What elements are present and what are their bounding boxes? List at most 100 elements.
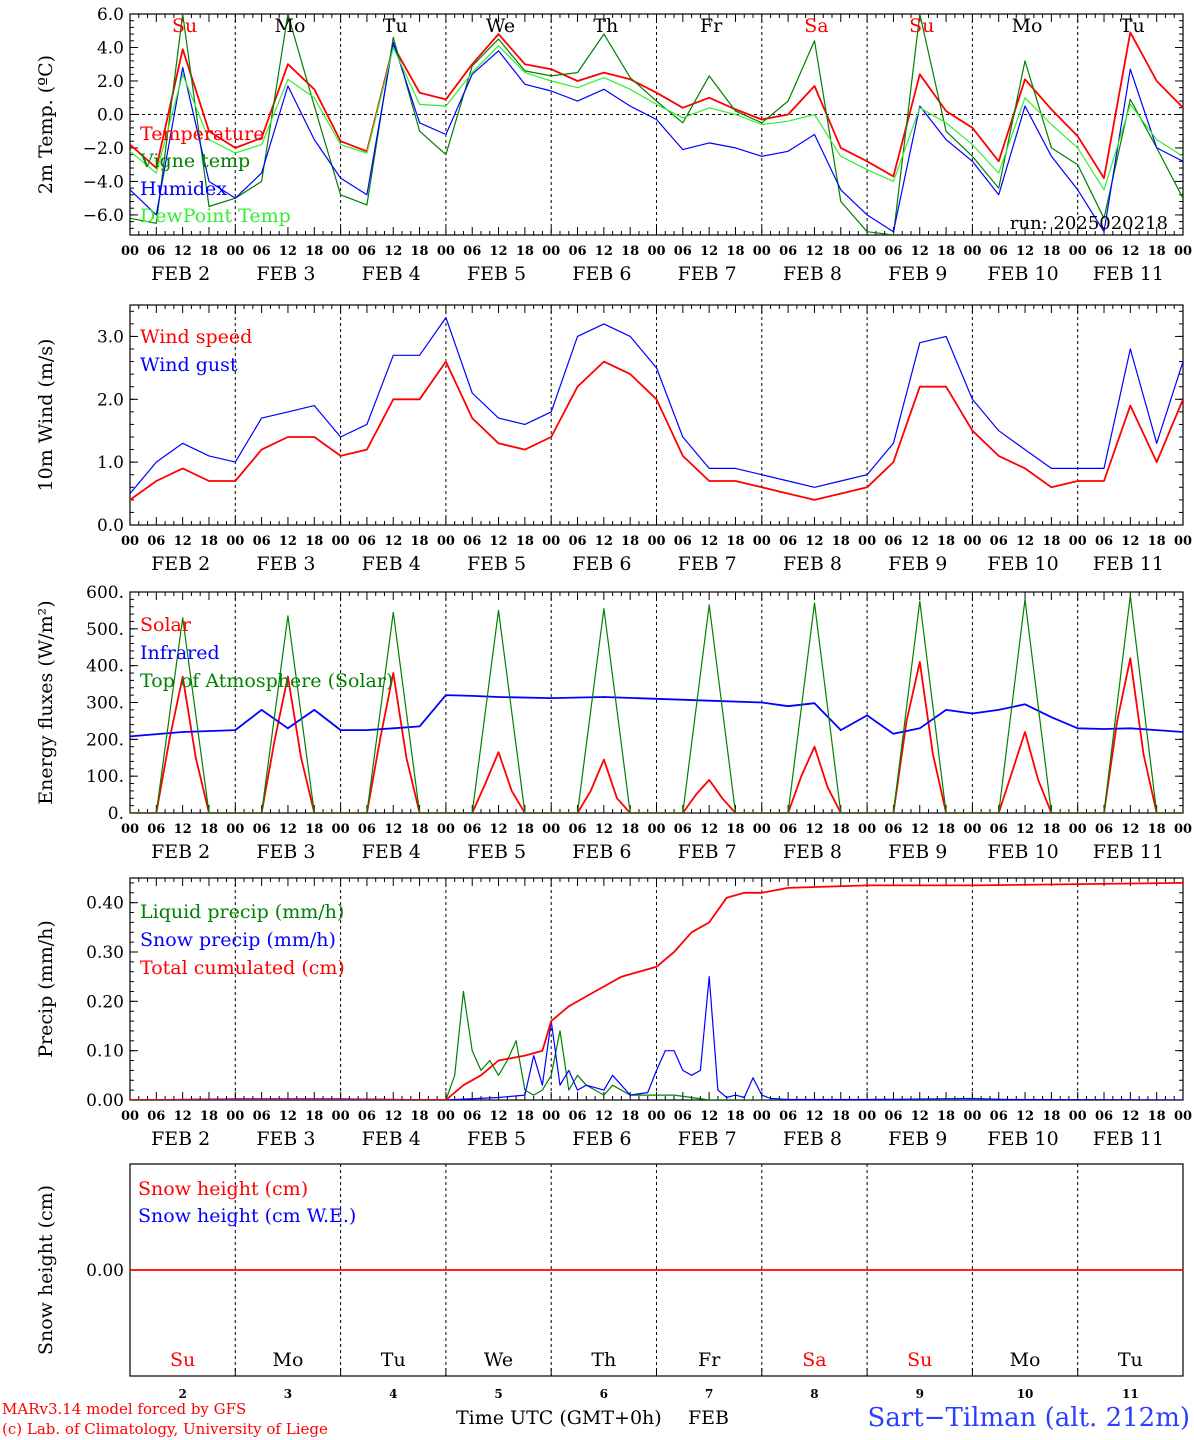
hour-tick-label: 12 <box>384 534 402 549</box>
date-label: FEB 4 <box>362 263 421 285</box>
hour-tick-label: 12 <box>700 822 718 837</box>
series-line-liquid-precip-mm-h- <box>130 990 1183 1100</box>
y-tick-label: 300. <box>86 694 124 714</box>
legend-entry: Liquid precip (mm/h) <box>140 901 344 923</box>
hour-tick-label: 18 <box>1042 534 1060 549</box>
series-line-total-cumulated-cm- <box>130 882 1183 1100</box>
date-label: FEB 3 <box>256 553 315 575</box>
hour-tick-label: 00 <box>753 1109 771 1124</box>
hour-tick-label: 12 <box>490 244 508 259</box>
hour-tick-label: 06 <box>990 534 1008 549</box>
day-number: 4 <box>389 1387 397 1401</box>
hour-tick-label: 06 <box>1095 1109 1113 1124</box>
hour-tick-label: 18 <box>1042 822 1060 837</box>
date-label: FEB 8 <box>783 1128 842 1150</box>
weekday-label: Su <box>172 15 197 37</box>
hour-tick-label: 18 <box>832 1109 850 1124</box>
day-number: 11 <box>1122 1387 1139 1401</box>
hour-tick-label: 12 <box>174 1109 192 1124</box>
hour-tick-label: 18 <box>937 822 955 837</box>
hour-tick-label: 18 <box>305 244 323 259</box>
y-axis-label: Precip (mm/h) <box>35 920 57 1058</box>
hour-tick-label: 18 <box>411 244 429 259</box>
y-tick-label: 100. <box>86 767 124 787</box>
hour-tick-label: 12 <box>595 822 613 837</box>
date-label: FEB 5 <box>467 553 526 575</box>
weekday-label: Su <box>170 1349 195 1371</box>
y-axis-label: Energy fluxes (W/m²) <box>35 600 57 804</box>
panel-wind <box>129 304 1184 526</box>
weekday-label: Tu <box>381 1349 406 1371</box>
hour-tick-label: 12 <box>911 244 929 259</box>
hour-tick-label: 00 <box>963 534 981 549</box>
date-label: FEB 3 <box>256 263 315 285</box>
date-label: FEB 8 <box>783 263 842 285</box>
weekday-label: Mo <box>272 1349 303 1371</box>
hour-tick-label: 12 <box>805 1109 823 1124</box>
date-label: FEB 4 <box>362 841 421 863</box>
series-line-snow-precip-mm-h- <box>130 976 1183 1100</box>
hour-tick-label: 12 <box>384 822 402 837</box>
date-label: FEB 3 <box>256 1128 315 1150</box>
hour-tick-label: 18 <box>200 1109 218 1124</box>
hour-tick-label: 18 <box>411 1109 429 1124</box>
hour-tick-label: 00 <box>437 1109 455 1124</box>
hour-tick-label: 18 <box>726 534 744 549</box>
hour-tick-label: 18 <box>200 822 218 837</box>
weekday-label: We <box>486 15 515 37</box>
hour-tick-label: 18 <box>200 534 218 549</box>
legend-entry: Top of Atmosphere (Solar) <box>140 670 393 692</box>
hour-tick-label: 06 <box>358 822 376 837</box>
hour-tick-label: 12 <box>1121 1109 1139 1124</box>
hour-tick-label: 18 <box>937 244 955 259</box>
series-line-top-of-atmosphere-solar- <box>130 595 1183 813</box>
hour-tick-label: 00 <box>753 534 771 549</box>
hour-tick-label: 18 <box>1042 244 1060 259</box>
hour-tick-label: 06 <box>253 1109 271 1124</box>
hour-tick-label: 00 <box>1069 1109 1087 1124</box>
hour-tick-label: 18 <box>621 244 639 259</box>
y-tick-label: 3.0 <box>97 327 124 347</box>
day-number: 5 <box>494 1387 502 1401</box>
hour-tick-label: 12 <box>1121 534 1139 549</box>
hour-tick-label: 12 <box>700 244 718 259</box>
y-tick-label: 0. <box>108 804 124 824</box>
date-label: FEB 4 <box>362 553 421 575</box>
hour-tick-label: 00 <box>858 822 876 837</box>
hour-tick-label: 00 <box>542 244 560 259</box>
series-line-vigne-temp <box>130 14 1183 235</box>
date-label: FEB 10 <box>987 263 1058 285</box>
hour-tick-label: 00 <box>858 244 876 259</box>
date-label: FEB 11 <box>1093 841 1164 863</box>
hour-tick-label: 18 <box>832 822 850 837</box>
hour-tick-label: 06 <box>253 534 271 549</box>
hour-tick-label: 18 <box>516 534 534 549</box>
date-label: FEB 9 <box>888 841 947 863</box>
panel-temp <box>129 13 1184 236</box>
hour-tick-label: 06 <box>884 534 902 549</box>
hour-tick-label: 00 <box>121 822 139 837</box>
date-label: FEB 6 <box>572 263 631 285</box>
weekday-label: Fr <box>698 1349 721 1371</box>
weekday-label: Mo <box>1012 15 1043 37</box>
hour-tick-label: 00 <box>647 534 665 549</box>
y-tick-label: −4.0 <box>83 172 124 192</box>
panel-snow <box>129 1163 1184 1377</box>
hour-tick-label: 12 <box>1016 534 1034 549</box>
hour-tick-label: 00 <box>1174 1109 1192 1124</box>
hour-tick-label: 12 <box>1016 822 1034 837</box>
hour-tick-label: 06 <box>990 244 1008 259</box>
station-name: Sart−Tilman (alt. 212m) <box>868 1403 1190 1433</box>
hour-tick-label: 18 <box>305 534 323 549</box>
hour-tick-label: 18 <box>937 534 955 549</box>
day-number: 8 <box>810 1387 818 1401</box>
hour-tick-label: 06 <box>463 822 481 837</box>
hour-tick-label: 12 <box>279 822 297 837</box>
weekday-label: Tu <box>1118 1349 1143 1371</box>
hour-tick-label: 00 <box>1174 822 1192 837</box>
legend-entry: DewPoint Temp <box>140 205 291 227</box>
y-tick-label: 0.30 <box>86 943 124 963</box>
hour-tick-label: 00 <box>963 822 981 837</box>
hour-tick-label: 06 <box>1095 822 1113 837</box>
